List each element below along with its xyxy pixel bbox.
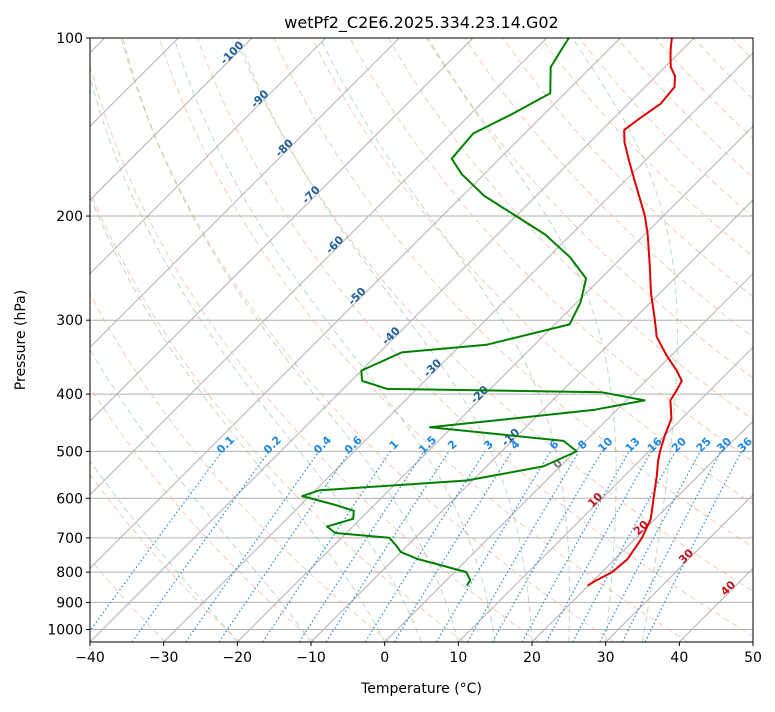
chart-title: wetPf2_C2E6.2025.334.23.14.G02	[284, 13, 558, 33]
y-tick-label: 600	[56, 491, 83, 507]
y-axis-label: Pressure (hPa)	[13, 290, 29, 390]
y-tick-label: 400	[56, 387, 83, 403]
y-tick-label: 1000	[47, 622, 83, 638]
y-tick-label: 200	[56, 209, 83, 225]
y-tick-label: 100	[56, 31, 83, 47]
x-tick-label: 10	[449, 650, 467, 666]
x-tick-label: −30	[149, 650, 179, 666]
y-tick-label: 300	[56, 313, 83, 329]
plot-background	[90, 38, 753, 642]
y-tick-label: 500	[56, 444, 83, 460]
x-tick-label: −10	[296, 650, 326, 666]
x-tick-label: 50	[744, 650, 762, 666]
y-tick-label: 900	[56, 595, 83, 611]
x-tick-label: 20	[523, 650, 541, 666]
y-tick-label: 700	[56, 531, 83, 547]
x-tick-label: −20	[223, 650, 253, 666]
x-tick-label: 0	[380, 650, 389, 666]
x-tick-label: −40	[75, 650, 105, 666]
x-tick-label: 40	[670, 650, 688, 666]
y-tick-label: 800	[56, 565, 83, 581]
x-tick-label: 30	[597, 650, 615, 666]
x-axis-label: Temperature (°C)	[360, 681, 482, 697]
